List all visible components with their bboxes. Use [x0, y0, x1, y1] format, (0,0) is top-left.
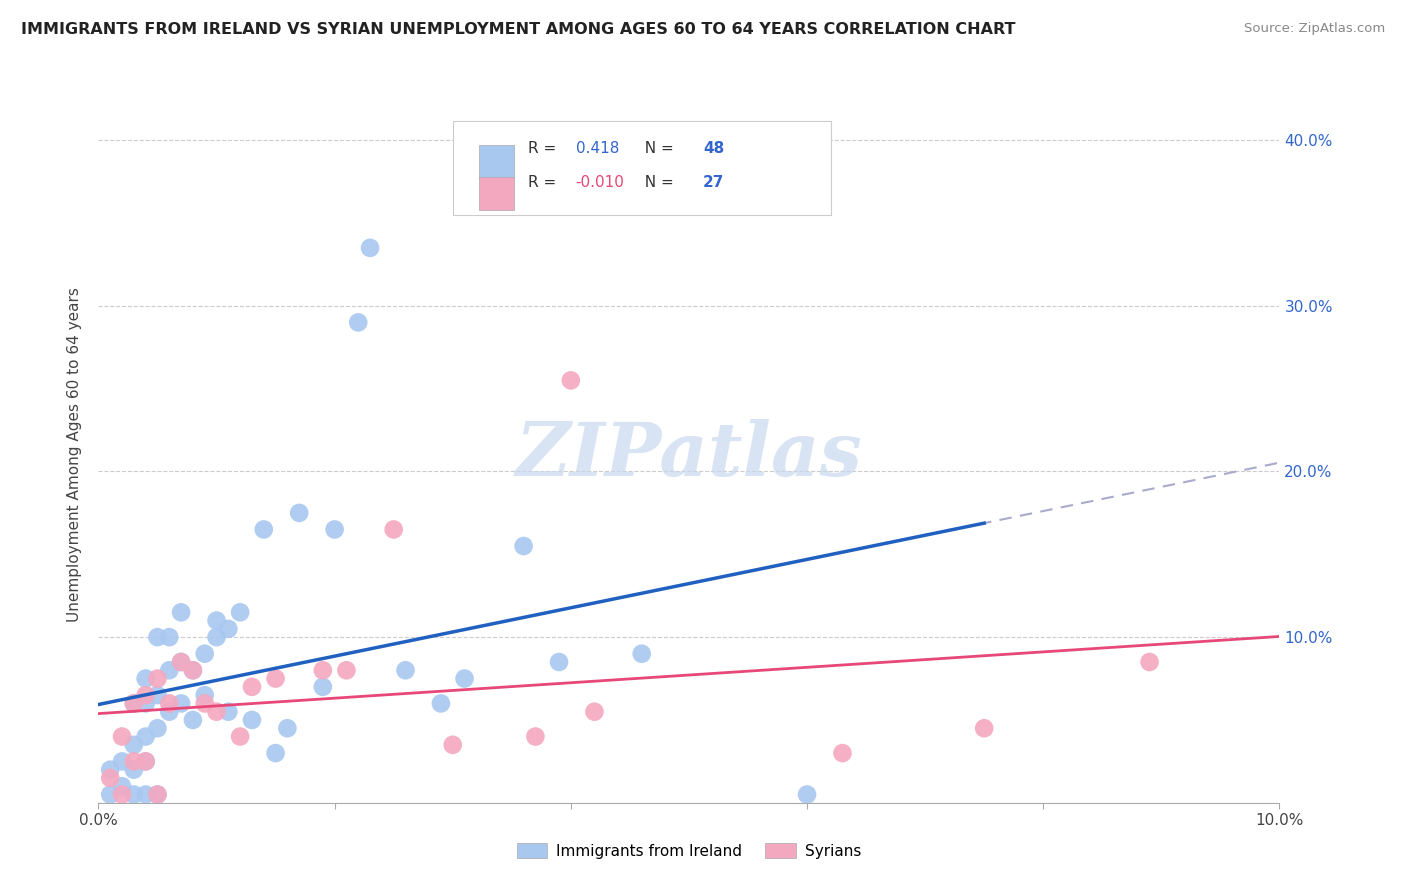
Point [146, 672, 169, 686]
Point [146, 630, 169, 644]
Point [135, 688, 157, 702]
Point [146, 688, 169, 702]
Point [122, 697, 145, 711]
Point [111, 755, 134, 769]
Point [560, 373, 582, 387]
Point [98, 763, 121, 777]
Point [323, 523, 346, 537]
Y-axis label: Unemployment Among Ages 60 to 64 years: Unemployment Among Ages 60 to 64 years [67, 287, 83, 623]
Point [170, 655, 193, 669]
Text: N =: N = [634, 175, 678, 190]
Point [146, 788, 169, 802]
Point [312, 680, 335, 694]
Point [194, 647, 217, 661]
Legend: Immigrants from Ireland, Syrians: Immigrants from Ireland, Syrians [510, 837, 868, 864]
Point [229, 730, 252, 744]
Point [157, 705, 180, 719]
Point [122, 755, 145, 769]
Point [170, 697, 193, 711]
Point [583, 705, 606, 719]
Point [135, 730, 157, 744]
Text: 48: 48 [703, 141, 724, 156]
Point [264, 672, 287, 686]
Point [430, 697, 453, 711]
Point [135, 788, 157, 802]
Point [394, 663, 416, 677]
Point [170, 655, 193, 669]
Point [453, 672, 475, 686]
Point [382, 523, 405, 537]
Text: 0.418: 0.418 [575, 141, 619, 156]
Point [1139, 655, 1161, 669]
Text: -0.010: -0.010 [575, 175, 624, 190]
Point [146, 788, 169, 802]
Point [181, 713, 204, 727]
Text: R =: R = [529, 175, 561, 190]
Bar [478, 145, 515, 178]
Point [122, 788, 145, 802]
Point [217, 705, 239, 719]
Point [548, 655, 571, 669]
Point [194, 688, 217, 702]
Point [205, 630, 228, 644]
Point [347, 315, 370, 329]
Point [276, 721, 298, 735]
Point [111, 730, 134, 744]
FancyBboxPatch shape [453, 121, 831, 215]
Point [240, 680, 263, 694]
Point [122, 738, 145, 752]
Point [512, 539, 534, 553]
Point [135, 672, 157, 686]
Point [831, 746, 853, 760]
Point [135, 697, 157, 711]
Point [157, 697, 180, 711]
Point [973, 721, 995, 735]
Point [194, 697, 217, 711]
Point [205, 614, 228, 628]
Bar [478, 177, 515, 210]
Point [240, 713, 263, 727]
Point [170, 605, 193, 619]
Point [98, 788, 121, 802]
Point [312, 663, 335, 677]
Point [98, 771, 121, 785]
Point [217, 622, 239, 636]
Point [288, 506, 311, 520]
Point [253, 523, 276, 537]
Point [135, 755, 157, 769]
Point [359, 241, 381, 255]
Point [111, 779, 134, 793]
Point [264, 746, 287, 760]
Point [157, 630, 180, 644]
Point [122, 763, 145, 777]
Point [146, 721, 169, 735]
Point [135, 755, 157, 769]
Text: N =: N = [634, 141, 678, 156]
Point [524, 730, 547, 744]
Point [630, 647, 652, 661]
Point [796, 788, 818, 802]
Point [441, 738, 464, 752]
Point [335, 663, 357, 677]
Point [122, 697, 145, 711]
Point [205, 705, 228, 719]
Point [111, 788, 134, 802]
Point [181, 663, 204, 677]
Text: IMMIGRANTS FROM IRELAND VS SYRIAN UNEMPLOYMENT AMONG AGES 60 TO 64 YEARS CORRELA: IMMIGRANTS FROM IRELAND VS SYRIAN UNEMPL… [21, 22, 1015, 37]
Text: R =: R = [529, 141, 561, 156]
Point [157, 663, 180, 677]
Text: ZIPatlas: ZIPatlas [516, 418, 862, 491]
Point [181, 663, 204, 677]
Point [229, 605, 252, 619]
Text: 27: 27 [703, 175, 724, 190]
Text: Source: ZipAtlas.com: Source: ZipAtlas.com [1244, 22, 1385, 36]
